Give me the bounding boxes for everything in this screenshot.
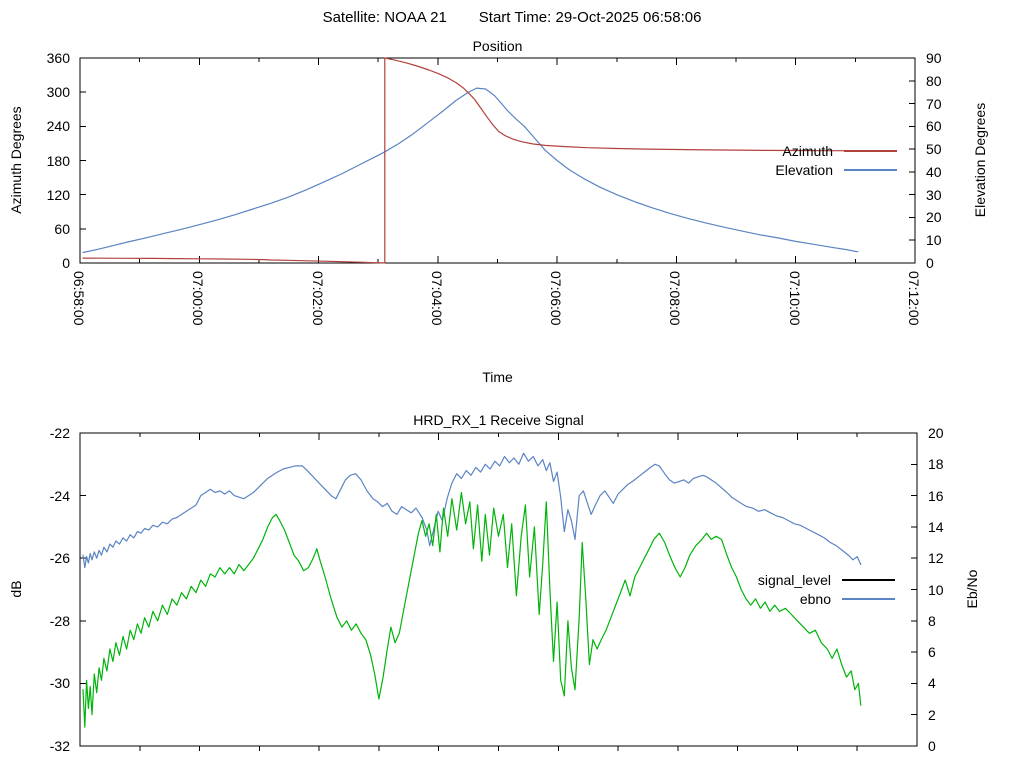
legend-ebno-line xyxy=(842,598,895,600)
position-plot-border xyxy=(79,57,916,264)
time-axis-label: Time xyxy=(482,369,513,385)
legend-elevation-line xyxy=(844,169,897,171)
legend-signal-level-label: signal_level xyxy=(757,572,831,588)
position-series-Azimuth xyxy=(82,57,859,264)
legend-signal-level: signal_level xyxy=(758,572,895,588)
position-series-Elevation xyxy=(82,87,859,254)
elevation-axis-label: Elevation Degrees xyxy=(972,102,988,218)
ebno-axis-label: Eb/No xyxy=(964,569,980,609)
start-time-label: Start Time: 29-Oct-2025 06:58:06 xyxy=(478,9,702,26)
signal-series-signal_level xyxy=(82,491,862,728)
signal-series-ebno xyxy=(82,452,862,569)
azimuth-axis-label: Azimuth Degrees xyxy=(8,106,24,214)
header: Satellite: NOAA 21 Start Time: 29-Oct-20… xyxy=(0,9,1024,26)
legend-azimuth-line xyxy=(844,150,897,152)
signal-plot-border xyxy=(79,432,918,747)
legend-ebno-label: ebno xyxy=(799,591,831,607)
legend-azimuth: Azimuth xyxy=(782,143,897,159)
legend-azimuth-label: Azimuth xyxy=(782,143,833,159)
position-chart-title: Position xyxy=(472,38,523,54)
legend-elevation-label: Elevation xyxy=(775,162,833,178)
satellite-label: Satellite: NOAA 21 xyxy=(322,9,447,26)
legend-elevation: Elevation xyxy=(775,162,897,178)
legend-ebno: ebno xyxy=(800,591,895,607)
signal-chart-title: HRD_RX_1 Receive Signal xyxy=(413,412,584,428)
db-axis-label: dB xyxy=(8,580,24,598)
legend-signal-level-line xyxy=(842,579,895,581)
